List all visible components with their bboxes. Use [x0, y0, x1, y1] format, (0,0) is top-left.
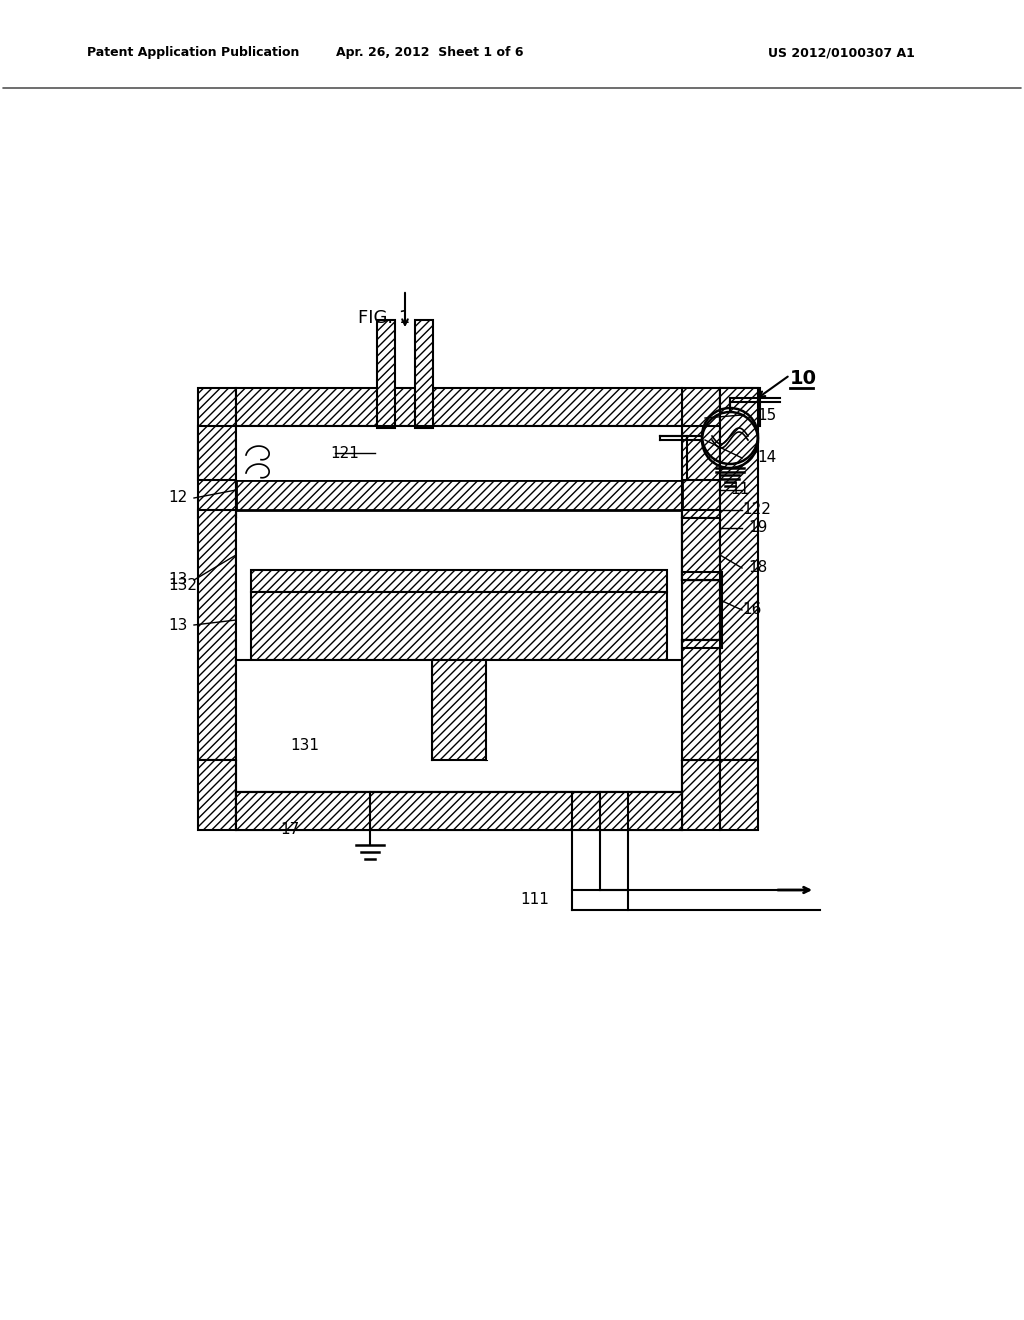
- Text: 132: 132: [168, 578, 197, 593]
- Bar: [682, 640, 722, 648]
- Bar: [251, 591, 667, 660]
- Bar: [682, 517, 750, 579]
- Bar: [251, 570, 667, 591]
- Bar: [377, 319, 395, 428]
- Bar: [682, 388, 720, 517]
- Bar: [236, 388, 682, 426]
- Bar: [236, 660, 432, 760]
- Bar: [720, 388, 760, 426]
- Text: 15: 15: [757, 408, 776, 422]
- Text: FIG. 1: FIG. 1: [358, 309, 411, 327]
- Bar: [236, 517, 682, 760]
- Text: 17: 17: [280, 822, 299, 837]
- Text: 122: 122: [742, 503, 771, 517]
- Text: 131: 131: [290, 738, 319, 752]
- Text: 14: 14: [757, 450, 776, 466]
- Bar: [236, 426, 682, 480]
- Bar: [236, 480, 682, 510]
- Bar: [682, 760, 720, 830]
- Bar: [432, 660, 487, 760]
- Bar: [682, 640, 720, 760]
- Bar: [236, 792, 682, 830]
- Bar: [415, 319, 433, 428]
- Bar: [198, 510, 236, 760]
- Bar: [720, 388, 758, 760]
- Bar: [236, 792, 682, 830]
- Text: 121: 121: [330, 446, 358, 461]
- Text: US 2012/0100307 A1: US 2012/0100307 A1: [768, 46, 914, 59]
- Bar: [682, 517, 760, 760]
- Bar: [722, 517, 750, 579]
- Bar: [198, 388, 236, 517]
- Bar: [198, 426, 236, 480]
- Bar: [682, 572, 722, 579]
- Text: 10: 10: [790, 368, 817, 388]
- Text: 11: 11: [730, 483, 750, 498]
- Bar: [682, 517, 720, 579]
- Text: 16: 16: [742, 602, 762, 618]
- Text: 111: 111: [520, 892, 549, 908]
- Text: 19: 19: [748, 520, 767, 536]
- Text: Patent Application Publication: Patent Application Publication: [87, 46, 299, 59]
- Text: 12: 12: [168, 491, 187, 506]
- Text: Apr. 26, 2012  Sheet 1 of 6: Apr. 26, 2012 Sheet 1 of 6: [336, 46, 524, 59]
- Bar: [682, 426, 720, 480]
- Bar: [682, 510, 720, 760]
- Bar: [486, 660, 682, 760]
- Text: 13: 13: [168, 618, 187, 632]
- Bar: [720, 760, 758, 830]
- Text: 18: 18: [748, 561, 767, 576]
- Text: 13: 13: [168, 573, 187, 587]
- Bar: [198, 760, 236, 830]
